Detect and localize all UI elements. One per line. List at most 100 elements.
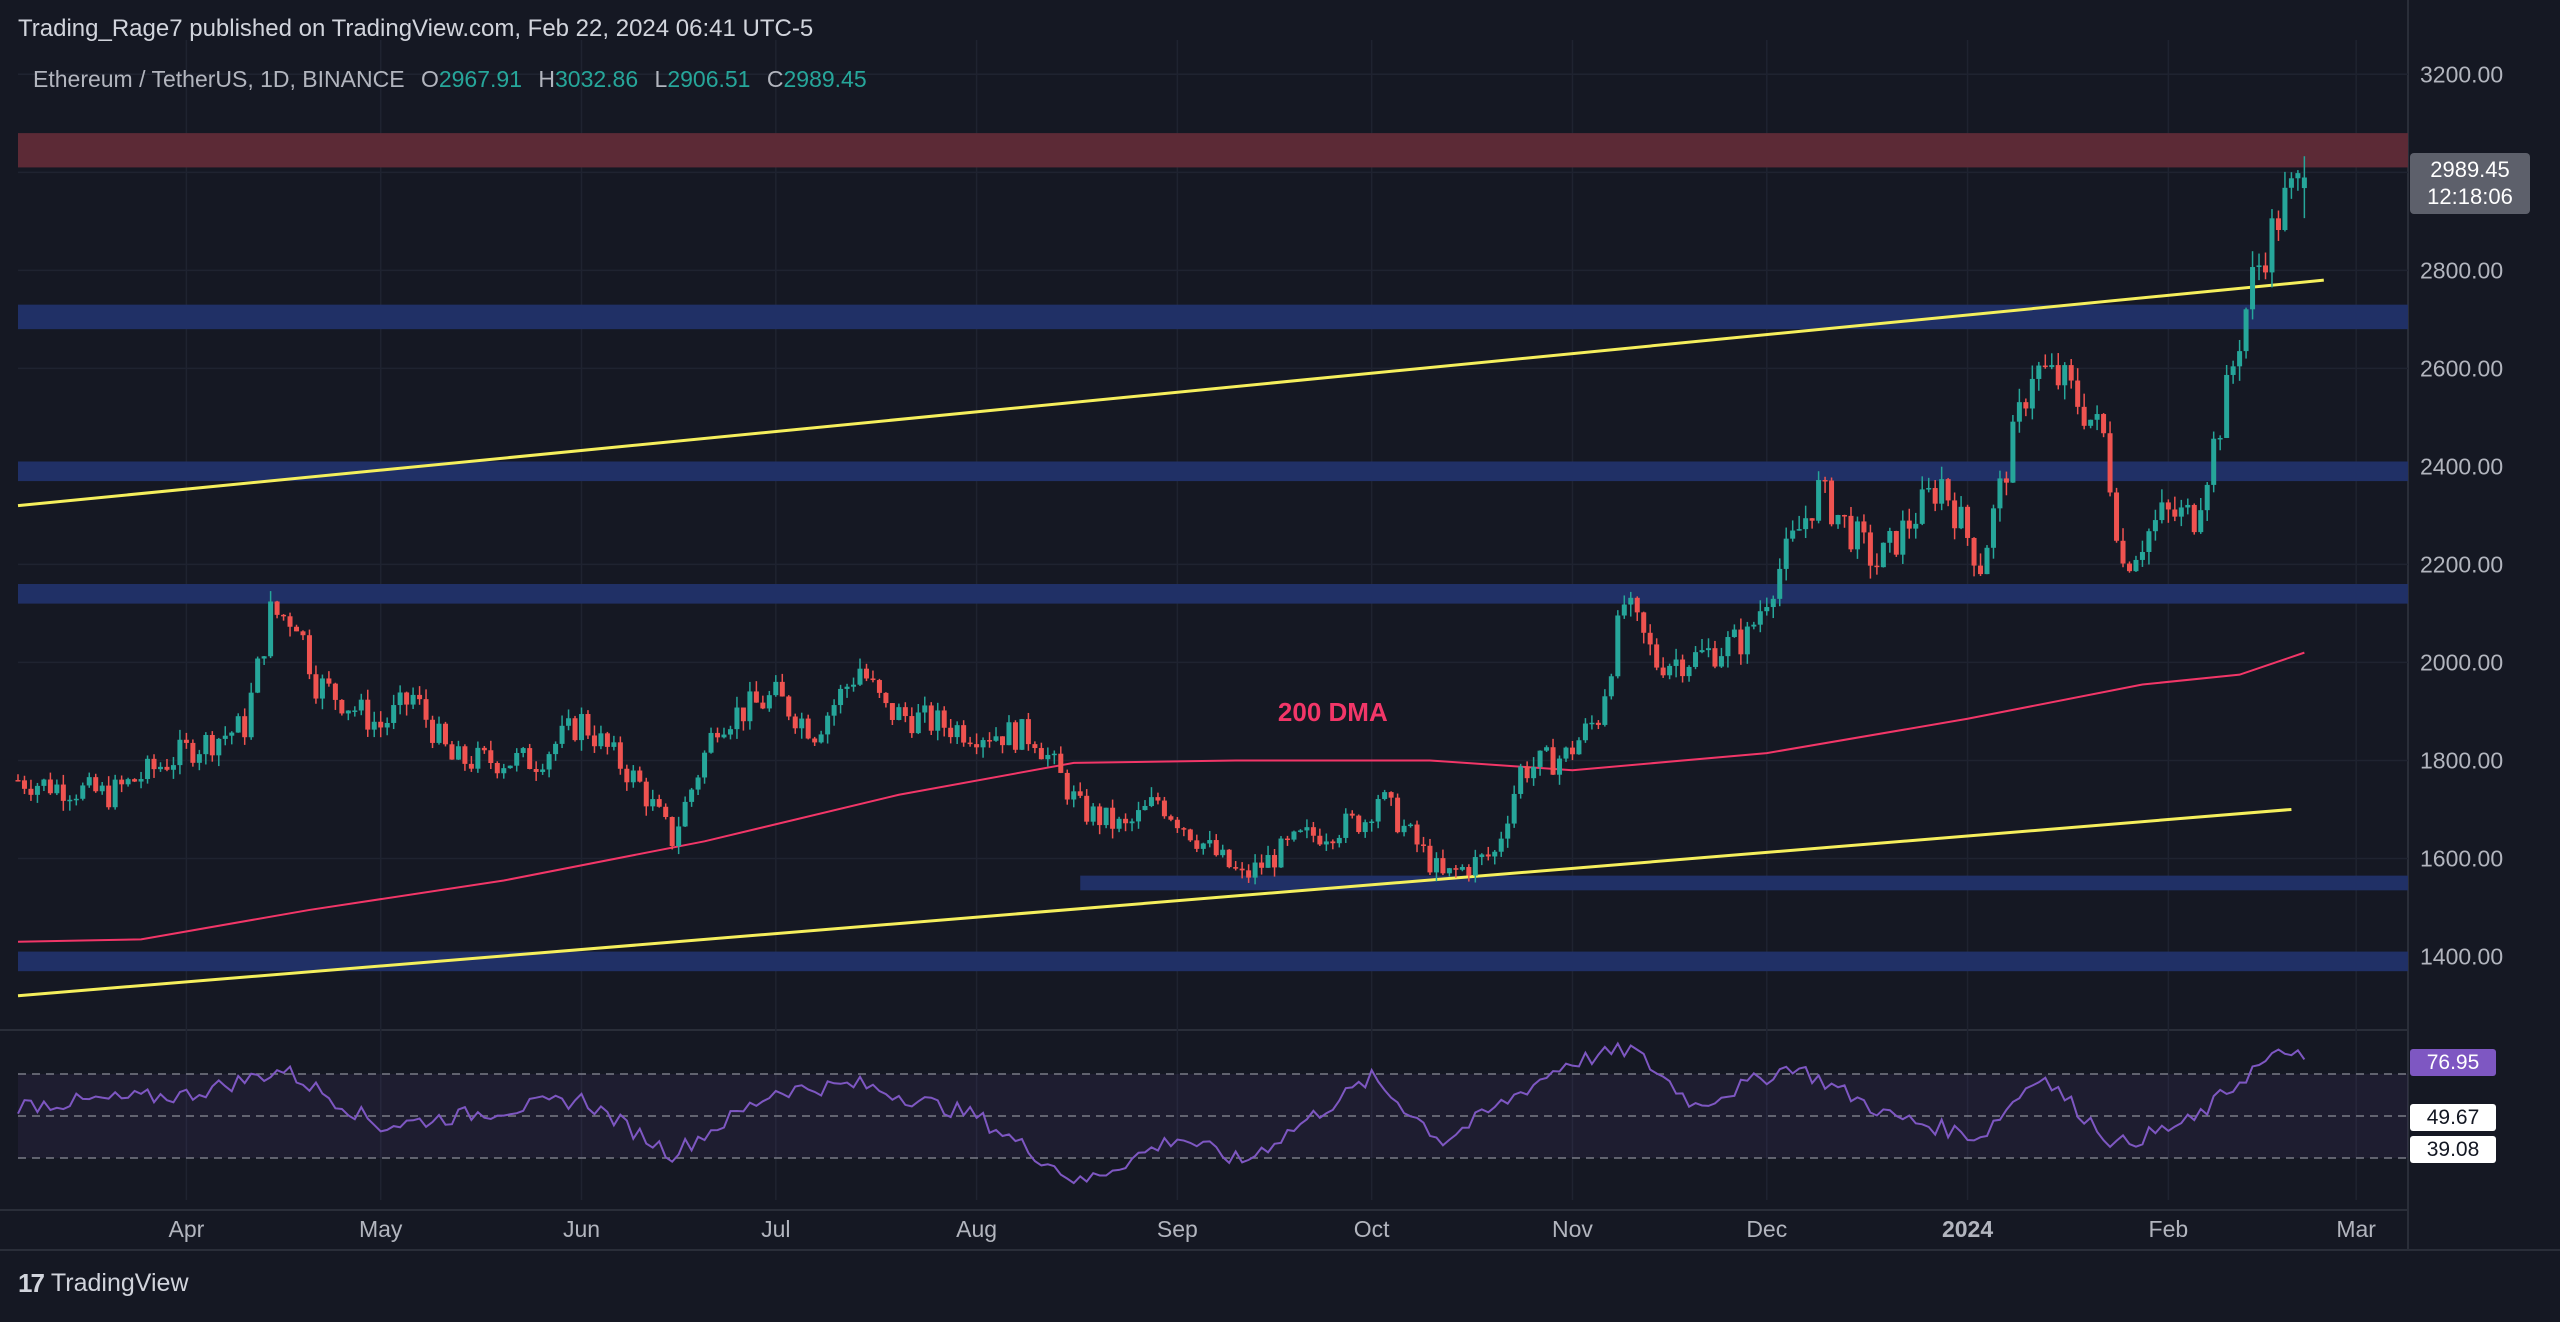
candle-body	[578, 714, 584, 741]
candle-body	[1103, 807, 1109, 826]
candle-body	[1168, 816, 1174, 820]
candle-body	[1336, 837, 1342, 844]
high-value: 3032.86	[555, 66, 639, 92]
candle-body	[1395, 797, 1401, 833]
candle-body	[1796, 529, 1802, 531]
candle-body	[404, 692, 410, 705]
candle-body	[1472, 857, 1478, 876]
candle-body	[119, 779, 125, 785]
y-tick-label: 1600.00	[2420, 845, 2503, 871]
low-label: L	[654, 66, 668, 92]
rsi-lower-band-tag: 39.08	[2410, 1136, 2496, 1163]
candle-body	[1498, 838, 1504, 852]
candle-body	[1693, 652, 1699, 667]
candle-body	[1557, 758, 1563, 775]
candle-body	[643, 781, 649, 807]
candle-body	[1006, 722, 1012, 746]
tradingview-logo-icon: 17	[18, 1268, 45, 1298]
candle-body	[339, 699, 345, 714]
candle-body	[611, 742, 617, 747]
candle-body	[889, 703, 895, 720]
candle-body	[941, 710, 947, 728]
candle-body	[319, 678, 325, 699]
candle-body	[358, 699, 364, 711]
candle-body	[909, 716, 915, 734]
candle-body	[196, 754, 202, 763]
x-tick-label: May	[359, 1216, 403, 1242]
candle-body	[598, 733, 604, 747]
candle-body	[138, 779, 144, 782]
candle-body	[1861, 521, 1867, 533]
candle-body	[1233, 867, 1239, 869]
candle-body	[2288, 178, 2294, 188]
candle-body	[637, 770, 643, 782]
published-caption: Trading_Rage7 published on TradingView.c…	[18, 15, 814, 42]
candle-body	[2282, 187, 2288, 231]
symbol-legend[interactable]: Ethereum / TetherUS, 1D, BINANCE O2967.9…	[33, 66, 867, 93]
candle-body	[1142, 805, 1148, 811]
candle-body	[2165, 502, 2171, 510]
candle-body	[721, 734, 727, 738]
candle-body	[993, 736, 999, 741]
candle-body	[708, 732, 714, 753]
candle-body	[1246, 870, 1252, 878]
candle-body	[222, 735, 228, 739]
candle-body	[1453, 868, 1459, 870]
tradingview-logo[interactable]: 17 TradingView	[18, 1268, 189, 1299]
candle-body	[818, 734, 824, 743]
candle-body	[1764, 607, 1770, 612]
candle-body	[1194, 840, 1200, 849]
candle-body	[99, 785, 105, 792]
candle-body	[1738, 629, 1744, 655]
candle-body	[1582, 723, 1588, 741]
candle-body	[1045, 754, 1051, 760]
candle-body	[1479, 854, 1485, 858]
candle-body	[520, 748, 526, 753]
x-tick-label: Jun	[563, 1216, 600, 1242]
candle-body	[2256, 265, 2262, 268]
candle-body	[2042, 365, 2048, 368]
candle-body	[2159, 502, 2165, 521]
candle-body	[1297, 830, 1303, 832]
candle-body	[896, 707, 902, 720]
candle-body	[1019, 719, 1025, 750]
candle-body	[1544, 747, 1550, 751]
candle-body	[1433, 858, 1439, 873]
candle-body	[2107, 433, 2113, 493]
y-tick-label: 2600.00	[2420, 355, 2503, 381]
candle-body	[1459, 866, 1465, 870]
candle-body	[365, 699, 371, 730]
candle-body	[928, 705, 934, 731]
candle-body	[80, 785, 86, 799]
candle-body	[2094, 414, 2100, 420]
dma-200-line	[17, 651, 2305, 943]
candle-body	[1654, 644, 1660, 668]
candle-body	[1343, 813, 1349, 838]
y-tick-label: 1400.00	[2420, 943, 2503, 969]
candle-body	[2263, 265, 2269, 273]
candle-body	[183, 739, 189, 743]
candle-body	[1259, 862, 1265, 868]
high-label: H	[538, 66, 555, 92]
candle-body	[1634, 597, 1640, 613]
candle-body	[1084, 795, 1090, 822]
candle-body	[1187, 829, 1193, 841]
candle-body	[546, 754, 552, 770]
candle-body	[2055, 365, 2061, 386]
candle-body	[1440, 858, 1446, 874]
candle-body	[2198, 510, 2204, 533]
candle-body	[281, 614, 287, 617]
candle-body	[2081, 406, 2087, 426]
candle-body	[67, 799, 73, 802]
candle-body	[1518, 766, 1524, 794]
candle-body	[1427, 845, 1433, 873]
candle-body	[494, 763, 500, 774]
candle-body	[132, 779, 138, 782]
candle-body	[1375, 799, 1381, 822]
x-tick-label: Oct	[1354, 1216, 1390, 1242]
candle-body	[436, 723, 442, 743]
candle-body	[786, 696, 792, 717]
candle-body	[1317, 835, 1323, 845]
candle-body	[2101, 414, 2107, 434]
